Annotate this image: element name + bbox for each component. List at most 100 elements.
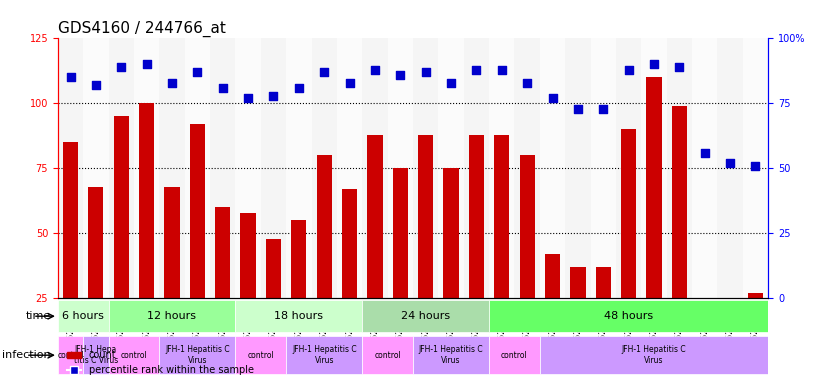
Point xyxy=(596,106,610,112)
FancyBboxPatch shape xyxy=(363,336,413,374)
Bar xyxy=(565,38,591,298)
Bar xyxy=(616,38,641,298)
Bar xyxy=(387,38,413,298)
Bar xyxy=(596,267,611,298)
Bar xyxy=(215,207,230,298)
FancyBboxPatch shape xyxy=(413,336,489,374)
Bar xyxy=(286,38,311,298)
Point xyxy=(318,69,331,75)
Point xyxy=(140,61,154,68)
Point xyxy=(698,150,711,156)
Bar xyxy=(570,267,586,298)
Bar xyxy=(190,124,205,298)
FancyBboxPatch shape xyxy=(108,300,235,332)
Bar xyxy=(108,38,134,298)
Point xyxy=(115,64,128,70)
Bar xyxy=(210,38,235,298)
Text: time: time xyxy=(26,311,50,321)
Bar xyxy=(363,38,387,298)
Bar xyxy=(743,38,768,298)
FancyBboxPatch shape xyxy=(58,336,83,374)
Point xyxy=(724,160,737,166)
Bar xyxy=(261,38,286,298)
Text: control: control xyxy=(248,351,274,360)
Text: GDS4160 / 244766_at: GDS4160 / 244766_at xyxy=(58,21,225,37)
Bar xyxy=(240,213,256,298)
Point xyxy=(470,66,483,73)
Bar xyxy=(316,156,332,298)
Bar xyxy=(540,38,565,298)
Point xyxy=(165,79,178,86)
Text: JFH-1 Hepatitis C
Virus: JFH-1 Hepatitis C Virus xyxy=(419,346,483,365)
Point xyxy=(394,72,407,78)
Bar xyxy=(114,116,129,298)
Bar xyxy=(235,38,261,298)
Bar xyxy=(667,38,692,298)
Point xyxy=(520,79,534,86)
Bar xyxy=(723,298,738,358)
FancyBboxPatch shape xyxy=(235,300,363,332)
Text: control: control xyxy=(374,351,401,360)
Point xyxy=(343,79,356,86)
Bar xyxy=(185,38,210,298)
FancyBboxPatch shape xyxy=(489,300,768,332)
Text: JFH-1 Hepa
titis C Virus: JFH-1 Hepa titis C Virus xyxy=(74,346,118,365)
FancyBboxPatch shape xyxy=(235,336,286,374)
Point xyxy=(546,95,559,101)
Point xyxy=(241,95,254,101)
Point xyxy=(89,82,102,88)
Bar xyxy=(647,78,662,298)
Bar xyxy=(134,38,159,298)
Bar xyxy=(88,187,103,298)
Bar xyxy=(337,38,363,298)
Bar xyxy=(444,168,458,298)
Bar xyxy=(292,220,306,298)
Bar xyxy=(311,38,337,298)
Bar xyxy=(591,38,616,298)
Bar xyxy=(672,106,687,298)
FancyBboxPatch shape xyxy=(159,336,235,374)
Bar xyxy=(463,38,489,298)
FancyBboxPatch shape xyxy=(83,336,108,374)
Point xyxy=(368,66,382,73)
Bar xyxy=(697,298,712,306)
FancyBboxPatch shape xyxy=(58,300,108,332)
Bar xyxy=(63,142,78,298)
Bar xyxy=(266,238,281,298)
Text: 24 hours: 24 hours xyxy=(401,311,450,321)
Bar xyxy=(515,38,540,298)
Point xyxy=(191,69,204,75)
Text: control: control xyxy=(501,351,528,360)
Bar xyxy=(368,134,382,298)
Text: 6 hours: 6 hours xyxy=(62,311,104,321)
Bar xyxy=(748,293,763,298)
Bar xyxy=(621,129,636,298)
Point xyxy=(267,93,280,99)
Bar xyxy=(469,134,484,298)
Bar xyxy=(58,38,83,298)
Point xyxy=(622,66,635,73)
Text: JFH-1 Hepatitis C
Virus: JFH-1 Hepatitis C Virus xyxy=(622,346,686,365)
Text: 18 hours: 18 hours xyxy=(274,311,323,321)
FancyBboxPatch shape xyxy=(489,336,540,374)
Point xyxy=(648,61,661,68)
Legend: count, percentile rank within the sample: count, percentile rank within the sample xyxy=(63,346,258,379)
Point xyxy=(749,163,762,169)
FancyBboxPatch shape xyxy=(108,336,159,374)
Bar xyxy=(641,38,667,298)
Point xyxy=(444,79,458,86)
Point xyxy=(673,64,686,70)
Text: control: control xyxy=(121,351,147,360)
FancyBboxPatch shape xyxy=(363,300,489,332)
Bar xyxy=(392,168,408,298)
Bar xyxy=(545,254,560,298)
Point xyxy=(496,66,509,73)
Point xyxy=(419,69,432,75)
FancyBboxPatch shape xyxy=(540,336,768,374)
Point xyxy=(572,106,585,112)
Text: control: control xyxy=(57,351,84,360)
Bar xyxy=(520,156,534,298)
Bar xyxy=(159,38,185,298)
Text: infection: infection xyxy=(2,350,50,360)
Bar xyxy=(692,38,718,298)
